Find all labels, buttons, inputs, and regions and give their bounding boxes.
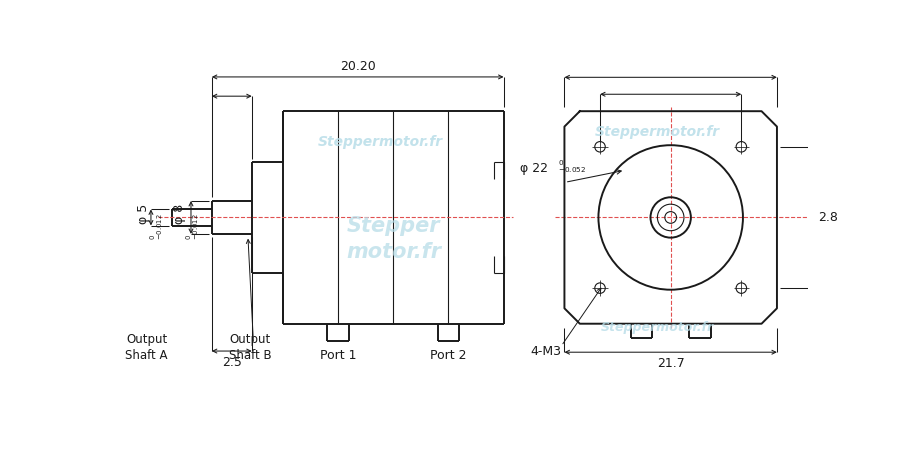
Text: $^{0}_{-0.012}$: $^{0}_{-0.012}$ [148,213,165,240]
Text: Steppermotor.fr: Steppermotor.fr [595,125,720,139]
Text: Steppermotor.fr: Steppermotor.fr [318,135,443,149]
Text: Output
Shaft A: Output Shaft A [125,334,168,362]
Text: φ 8: φ 8 [173,203,186,224]
Text: Port 2: Port 2 [430,349,466,362]
Text: Stepper: Stepper [346,216,440,236]
Text: 4-M3: 4-M3 [530,345,562,358]
Text: $^{0}_{-0.012}$: $^{0}_{-0.012}$ [184,213,201,240]
Text: Output
Shaft B: Output Shaft B [229,334,272,362]
Text: Steppermotor.fr: Steppermotor.fr [601,321,715,334]
Text: 2.5: 2.5 [222,356,242,369]
Text: φ 22: φ 22 [520,162,548,175]
Text: motor.fr: motor.fr [346,243,441,263]
Text: 21.7: 21.7 [657,357,685,370]
Text: 20.20: 20.20 [340,60,375,73]
Text: Port 1: Port 1 [320,349,356,362]
Text: $^{0}_{-0.052}$: $^{0}_{-0.052}$ [558,158,587,175]
Text: φ 5: φ 5 [137,203,149,224]
Text: 2.8: 2.8 [818,211,838,224]
